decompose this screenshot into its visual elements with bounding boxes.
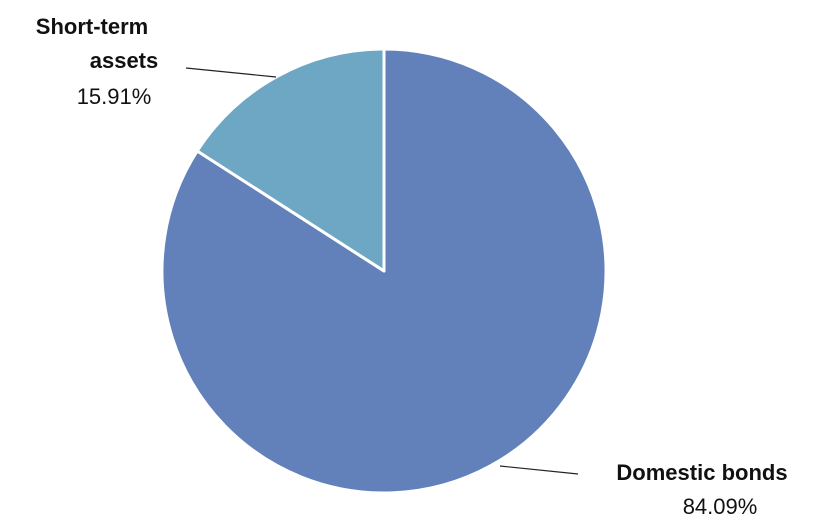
leader-line-short-term-assets	[185, 67, 277, 78]
slice-label-domestic-bonds: Domestic bonds	[616, 460, 787, 485]
pie-slice-short-term-assets	[195, 47, 386, 273]
pie-slices	[160, 47, 608, 495]
leader-line-domestic-bonds	[499, 465, 579, 475]
slice-value-short-term-assets: 15.91%	[77, 84, 152, 109]
slice-label-short-term-assets-line1: Short-term	[36, 14, 148, 39]
slice-label-short-term-assets-line2: assets	[90, 48, 159, 73]
slice-value-domestic-bonds: 84.09%	[683, 494, 758, 519]
